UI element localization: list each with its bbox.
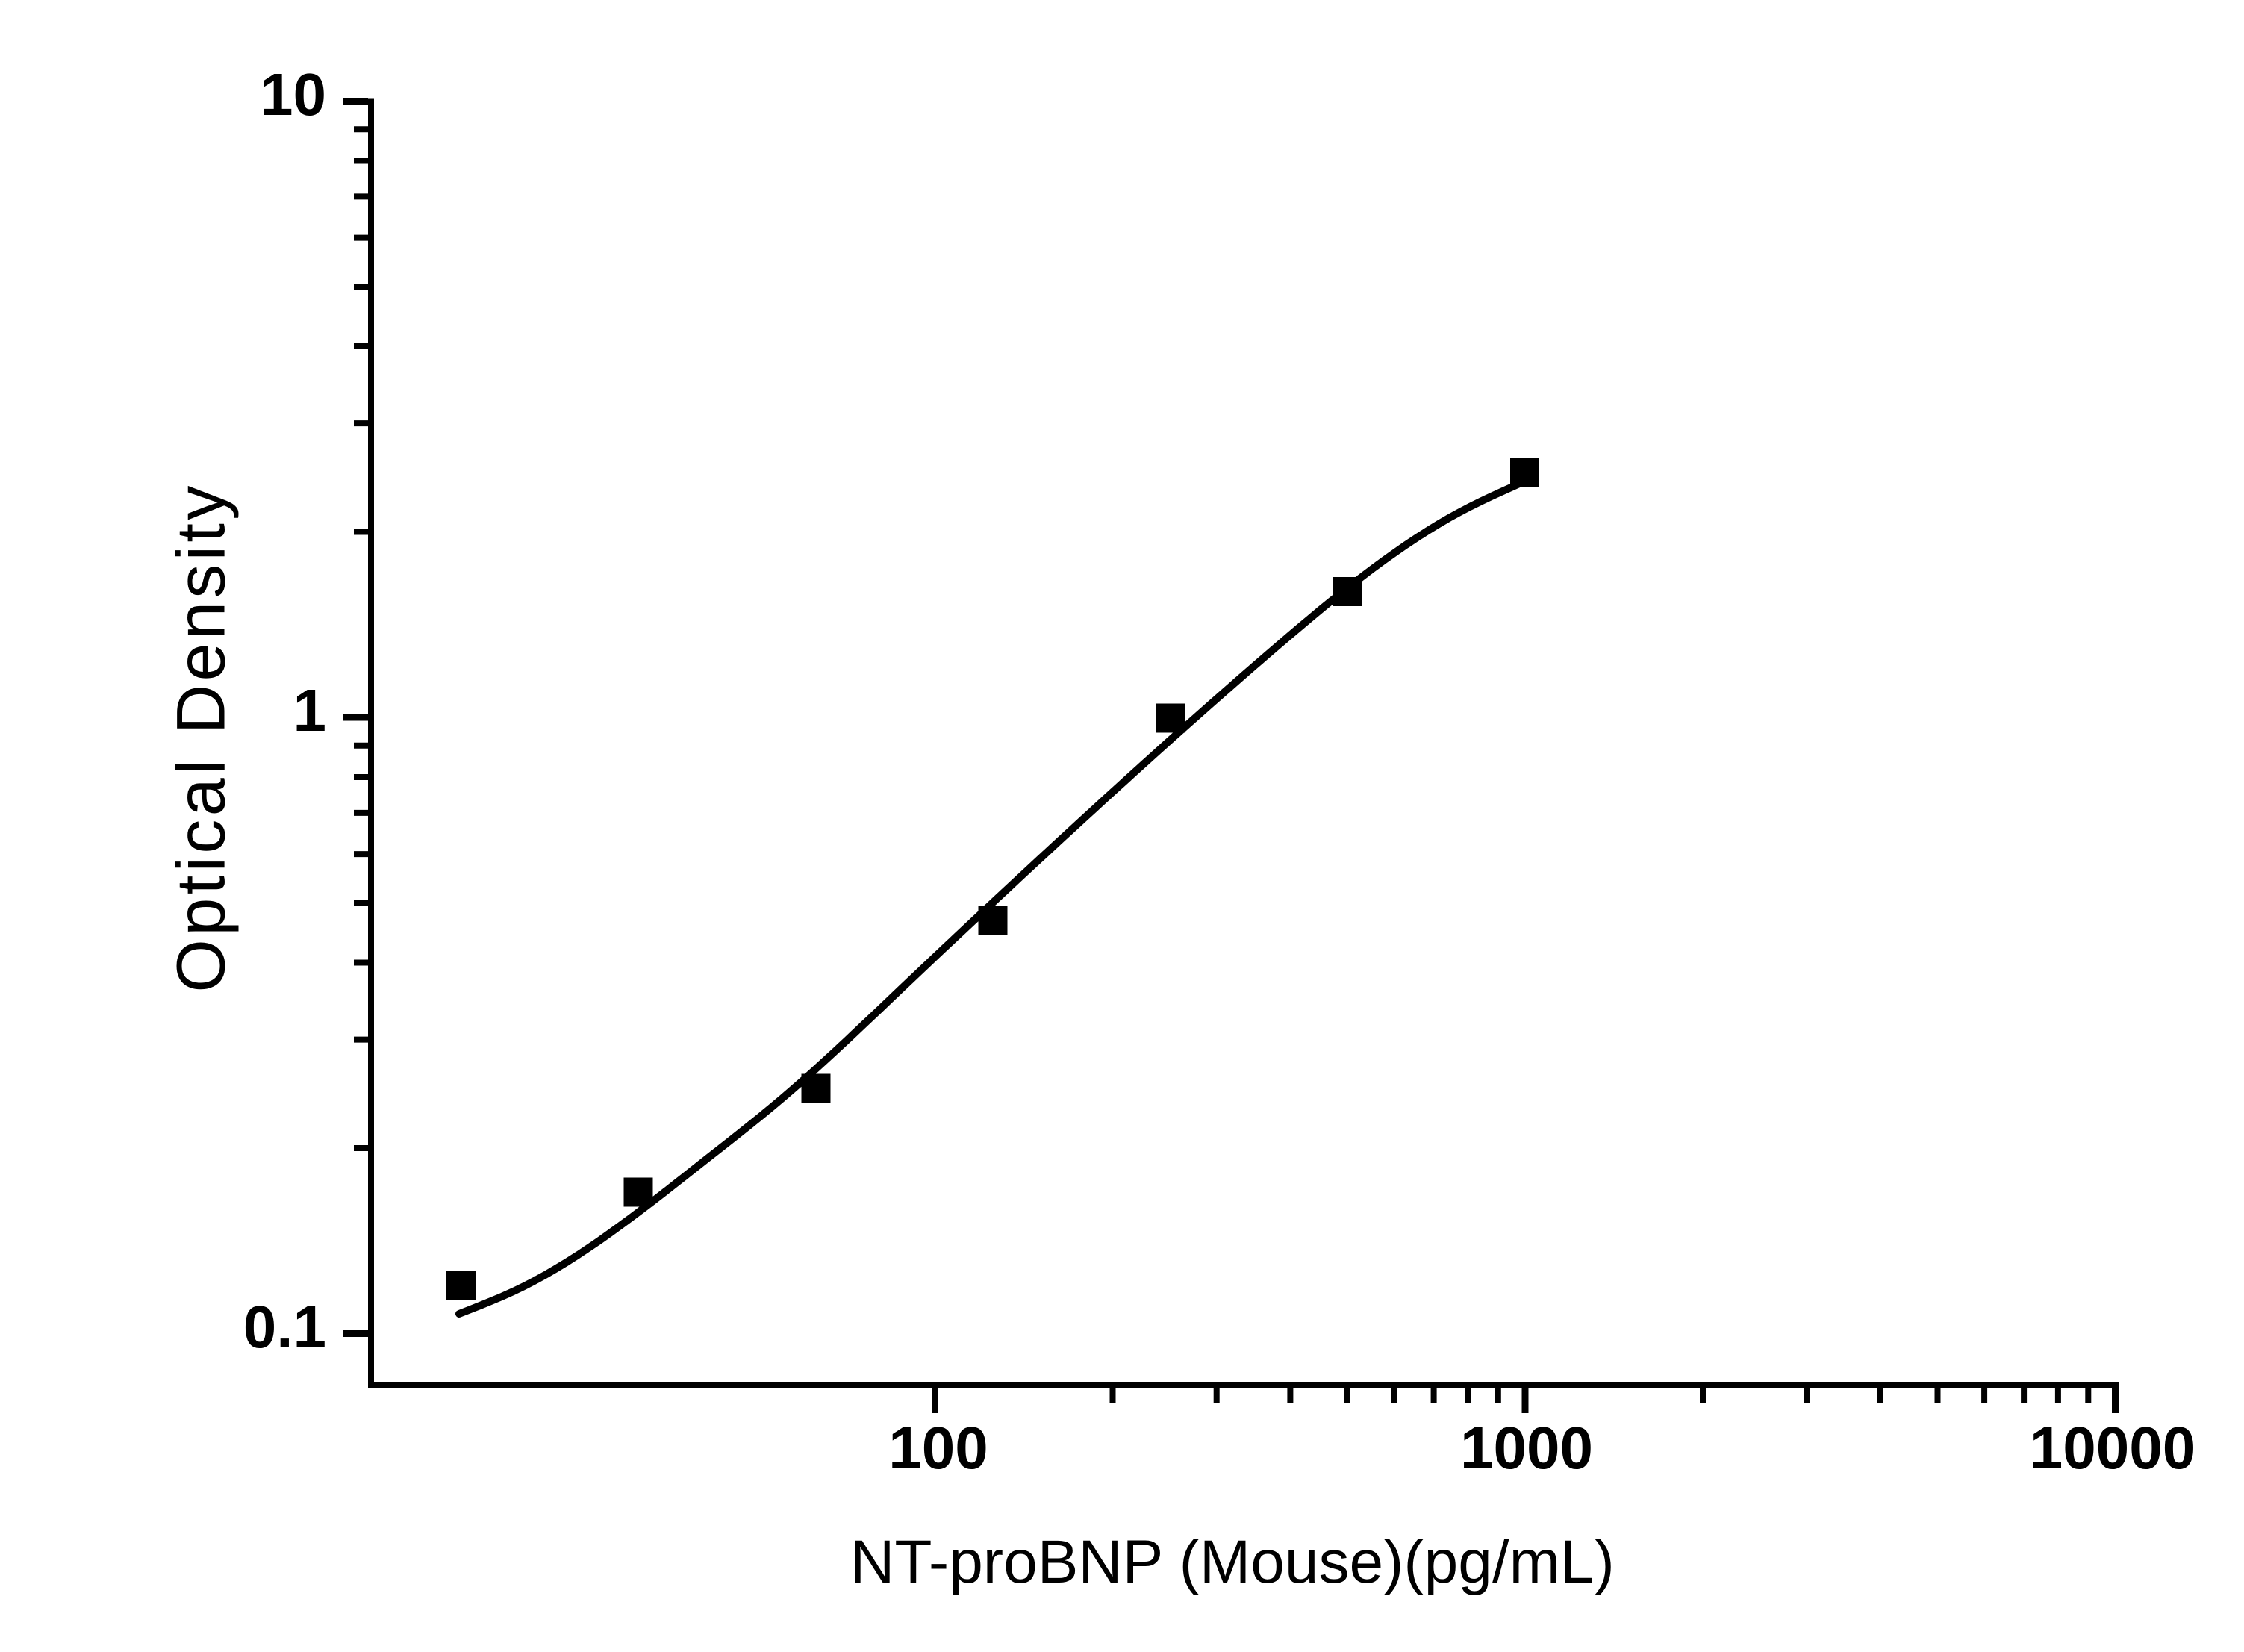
svg-text:10: 10 <box>260 61 326 128</box>
svg-text:1000: 1000 <box>1460 1415 1593 1481</box>
svg-text:Optical Density: Optical Density <box>163 482 240 992</box>
svg-text:10000: 10000 <box>2030 1415 2195 1481</box>
svg-text:0.1: 0.1 <box>243 1294 326 1360</box>
svg-text:1: 1 <box>293 677 327 744</box>
svg-text:NT-proBNP (Mouse)(pg/mL): NT-proBNP (Mouse)(pg/mL) <box>850 1528 1615 1596</box>
svg-text:100: 100 <box>888 1415 988 1481</box>
